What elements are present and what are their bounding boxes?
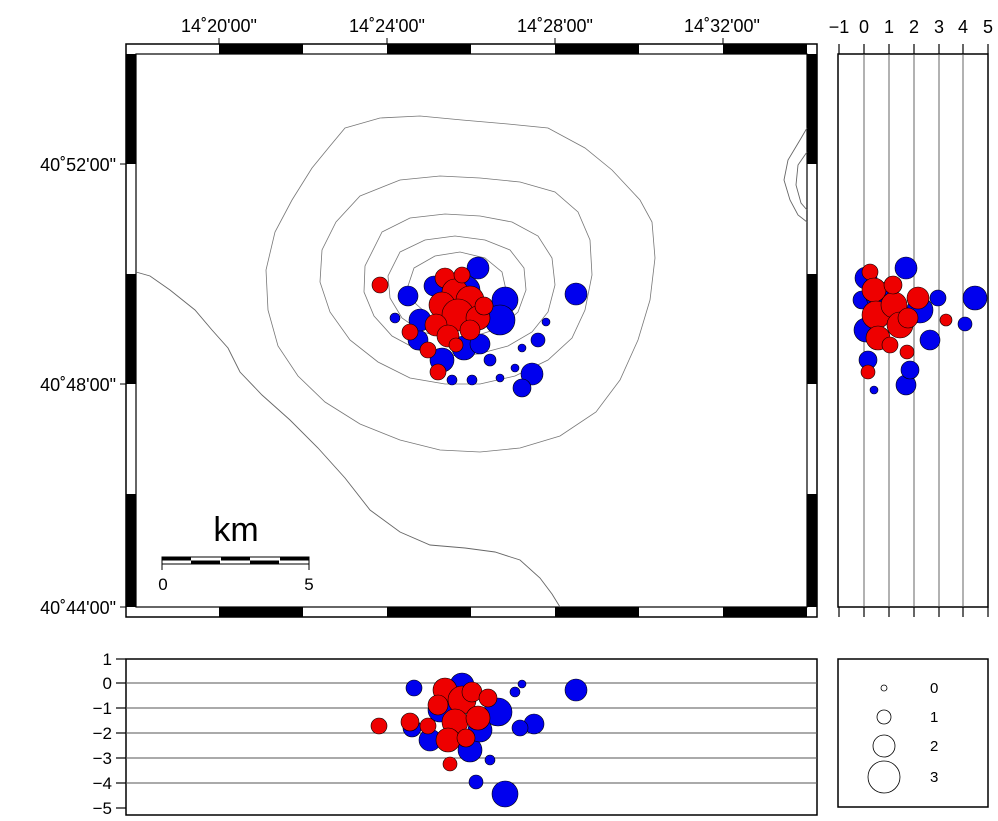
lon-label: 14˚28'00"	[517, 16, 593, 36]
bottom-tick-label: 1	[103, 650, 112, 669]
event-circles-side	[852, 256, 988, 396]
side-tick-label: −1	[829, 17, 850, 37]
bottom-section-tick-labels: 1 0 −1 −2 −3 −4 −5	[93, 650, 112, 818]
lat-label: 40˚44'00"	[40, 598, 116, 618]
legend-symbol	[872, 734, 896, 758]
side-section-ticks	[838, 44, 989, 617]
legend-label: 1	[930, 709, 938, 726]
bottom-section-panel: 1 0 −1 −2 −3 −4 −5	[93, 650, 818, 818]
lon-label: 14˚20'00"	[181, 16, 257, 36]
event-circles-map	[371, 256, 588, 398]
size-legend: 0 1 2 3	[837, 658, 989, 808]
legend-frame	[837, 658, 989, 808]
lon-label: 14˚32'00"	[684, 16, 760, 36]
scale-bar-label-five: 5	[304, 575, 313, 594]
side-tick-label: 0	[859, 17, 869, 37]
side-tick-label: 2	[909, 17, 919, 37]
side-section-tick-labels: −1 0 1 2 3 4 5	[829, 17, 993, 37]
lon-label: 14˚24'00"	[349, 16, 425, 36]
legend-label: 3	[930, 769, 938, 786]
lat-label: 40˚52'00"	[40, 155, 116, 175]
map-frame-checker-horizontal	[219, 44, 807, 617]
map-ticks	[120, 38, 724, 608]
side-tick-label: 5	[983, 17, 993, 37]
bottom-section-ticks	[116, 658, 126, 809]
side-section-panel: −1 0 1 2 3 4 5	[829, 17, 993, 617]
bottom-tick-label: −4	[93, 774, 112, 793]
side-tick-label: 4	[958, 17, 968, 37]
legend-symbol	[876, 709, 892, 725]
bottom-tick-label: −2	[93, 724, 112, 743]
longitude-labels: 14˚20'00" 14˚24'00" 14˚28'00" 14˚32'00"	[181, 16, 760, 36]
scale-bar-title: km	[213, 511, 258, 549]
scale-bar-label-zero: 0	[158, 575, 167, 594]
legend-symbol	[867, 760, 901, 794]
main-map: km 0 5 14˚20'00" 14˚24'00" 14˚28'00" 14˚…	[40, 16, 818, 618]
latitude-labels: 40˚52'00" 40˚48'00" 40˚44'00"	[40, 155, 116, 618]
legend-symbol	[880, 684, 888, 692]
map-frame-checker-vertical	[126, 54, 817, 607]
lat-label: 40˚48'00"	[40, 375, 116, 395]
bottom-tick-label: −3	[93, 749, 112, 768]
side-tick-label: 1	[884, 17, 894, 37]
coastline-east-inner	[795, 151, 808, 211]
bottom-tick-label: −1	[93, 699, 112, 718]
scale-bar: km 0 5	[158, 511, 313, 594]
coastline-east	[783, 127, 808, 223]
legend-label: 0	[930, 680, 938, 697]
side-tick-label: 3	[934, 17, 944, 37]
event-circles-bottom	[370, 672, 588, 808]
legend-label: 2	[930, 738, 938, 755]
bottom-tick-label: −5	[93, 799, 112, 816]
coastline	[135, 271, 561, 608]
bottom-tick-label: 0	[103, 674, 112, 693]
